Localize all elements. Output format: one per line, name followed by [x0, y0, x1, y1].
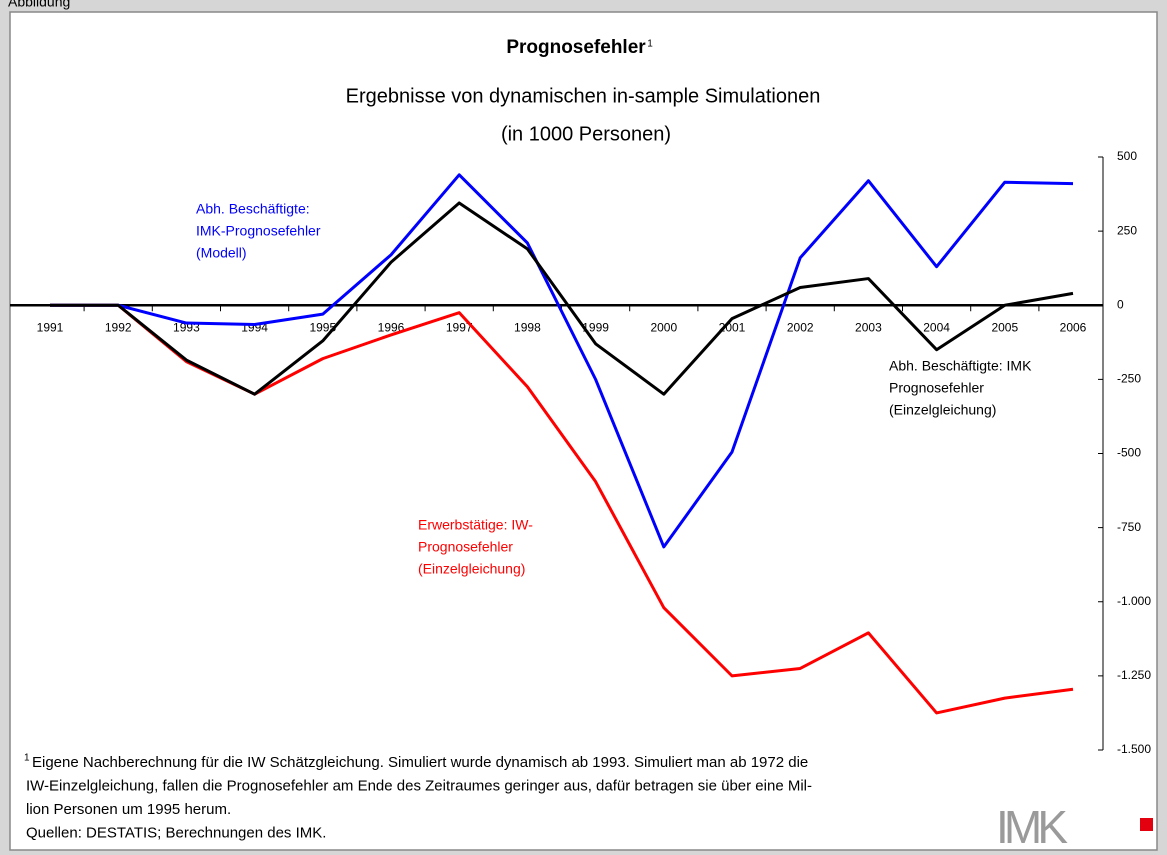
chart-subtitle: Ergebnisse von dynamischen in-sample Sim… [346, 85, 821, 107]
y-tick-label: 0 [1117, 297, 1124, 311]
series-label: IMK-Prognosefehler [196, 223, 321, 239]
series-label: Prognosefehler [889, 380, 984, 396]
logo: IMK [996, 801, 1068, 853]
y-tick-label: -1.250 [1117, 668, 1151, 682]
x-tick-label: 1998 [514, 320, 541, 334]
y-tick-label: -1.500 [1117, 742, 1151, 756]
series-label: (Einzelgleichung) [889, 402, 996, 418]
y-tick-label: 500 [1117, 149, 1137, 163]
series-label: Erwerbstätige: IW- [418, 517, 533, 533]
y-tick-label: 250 [1117, 223, 1137, 237]
x-tick-label: 2002 [787, 320, 814, 334]
series-label: (Modell) [196, 245, 247, 261]
x-tick-label: 1992 [105, 320, 132, 334]
x-tick-label: 2000 [650, 320, 677, 334]
footnote-line: Quellen: DESTATIS; Berechnungen des IMK. [26, 824, 326, 841]
y-tick-label: -750 [1117, 520, 1141, 534]
panel [9, 11, 1158, 851]
x-tick-label: 1997 [446, 320, 473, 334]
footnote-line: IW-Einzelgleichung, fallen die Prognosef… [26, 777, 812, 794]
chart-title: Prognosefehler [506, 37, 646, 58]
series-label: (Einzelgleichung) [418, 561, 525, 577]
y-tick-label: -250 [1117, 372, 1141, 386]
unit-label: (in 1000 Personen) [501, 123, 671, 145]
title-note: 1 [647, 39, 653, 50]
series-label: Abh. Beschäftigte: [196, 201, 310, 217]
y-tick-label: -500 [1117, 446, 1141, 460]
footnote-line: Eigene Nachberechnung für die IW Schätzg… [32, 754, 808, 771]
logo-mark [1140, 818, 1153, 831]
footnote-marker: 1 [24, 753, 30, 764]
x-tick-label: 2005 [991, 320, 1018, 334]
x-tick-label: 2004 [923, 320, 950, 334]
x-tick-label: 1995 [309, 320, 336, 334]
series-line [50, 173, 1074, 549]
x-tick-label: 2003 [855, 320, 882, 334]
series-label: Prognosefehler [418, 539, 513, 555]
x-tick-label: 1999 [582, 320, 609, 334]
x-tick-label: 2006 [1060, 320, 1087, 334]
header: Abbildung [8, 0, 70, 10]
series-label: Abh. Beschäftigte: IMK [889, 358, 1032, 374]
y-tick-label: -1.000 [1117, 594, 1151, 608]
x-tick-label: 1991 [37, 320, 64, 334]
footnote-line: lion Personen um 1995 herum. [26, 801, 231, 818]
series-line [50, 201, 1074, 396]
x-tick-label: 1996 [378, 320, 405, 334]
